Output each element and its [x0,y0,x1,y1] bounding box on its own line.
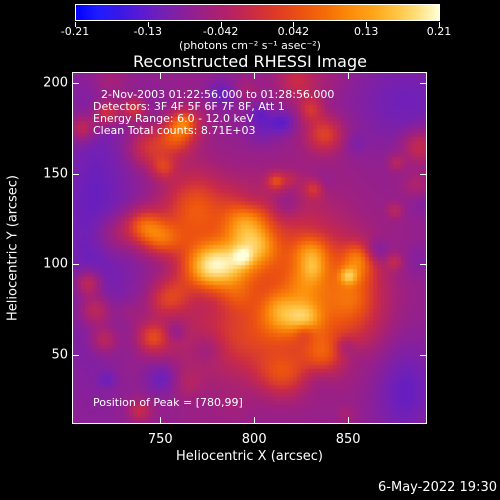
y-tick-label: 100 [43,256,68,272]
y-tick-mark [420,355,427,357]
y-tick-mark [72,173,79,175]
x-tick-mark [254,417,256,424]
colorbar-tick [439,22,440,27]
x-tick-mark [348,72,350,79]
colorbar [75,4,440,21]
colorbar-tick [147,22,149,27]
timestamp: 6-May-2022 19:30 [378,480,497,495]
y-tick-label: 200 [43,75,68,91]
colorbar-tick [293,22,295,27]
y-tick-label: 150 [43,166,68,182]
y-tick-mark [72,264,79,266]
y-tick-label: 50 [51,347,68,363]
y-tick-mark [420,264,427,266]
rhessi-image [72,72,427,424]
colorbar-tick-label: -0.13 [133,25,163,38]
info-detectors: Detectors: 3F 4F 5F 6F 7F 8F, Att 1 [93,100,285,113]
info-clean: Clean Total counts: 8.71E+03 [93,124,256,137]
y-axis-label: Heliocentric Y (arcsec) [5,175,21,321]
colorbar-tick [220,22,222,27]
x-tick-mark [348,417,350,424]
x-tick-label: 800 [241,432,267,447]
colorbar-unit: (photons cm⁻² s⁻¹ asec⁻²) [179,39,321,52]
info-time-range: 2-Nov-2003 01:22:56.000 to 01:28:56.000 [101,88,335,101]
colorbar-tick-label: 0.21 [426,25,452,38]
x-tick-label: 750 [147,432,173,447]
colorbar-tick-label: -0.21 [60,25,90,38]
x-axis-label: Heliocentric X (arcsec) [176,449,323,464]
colorbar-tick [75,22,76,27]
colorbar-tick-label: 0.042 [277,25,310,38]
info-peak-position: Position of Peak = [780,99] [93,396,243,409]
y-tick-mark [72,355,79,357]
info-energy: Energy Range: 6.0 - 12.0 keV [93,112,254,125]
colorbar-tick [366,22,368,27]
y-tick-mark [72,82,79,84]
heatmap-canvas [73,73,426,423]
x-tick-mark [254,72,256,79]
x-tick-mark [160,72,162,79]
y-tick-mark [420,82,427,84]
colorbar-tick-label: -0.042 [202,25,239,38]
plot-title: Reconstructed RHESSI Image [133,52,367,71]
colorbar-tick-label: 0.13 [353,25,379,38]
y-tick-mark [420,173,427,175]
x-tick-mark [160,417,162,424]
x-tick-label: 850 [335,432,361,447]
